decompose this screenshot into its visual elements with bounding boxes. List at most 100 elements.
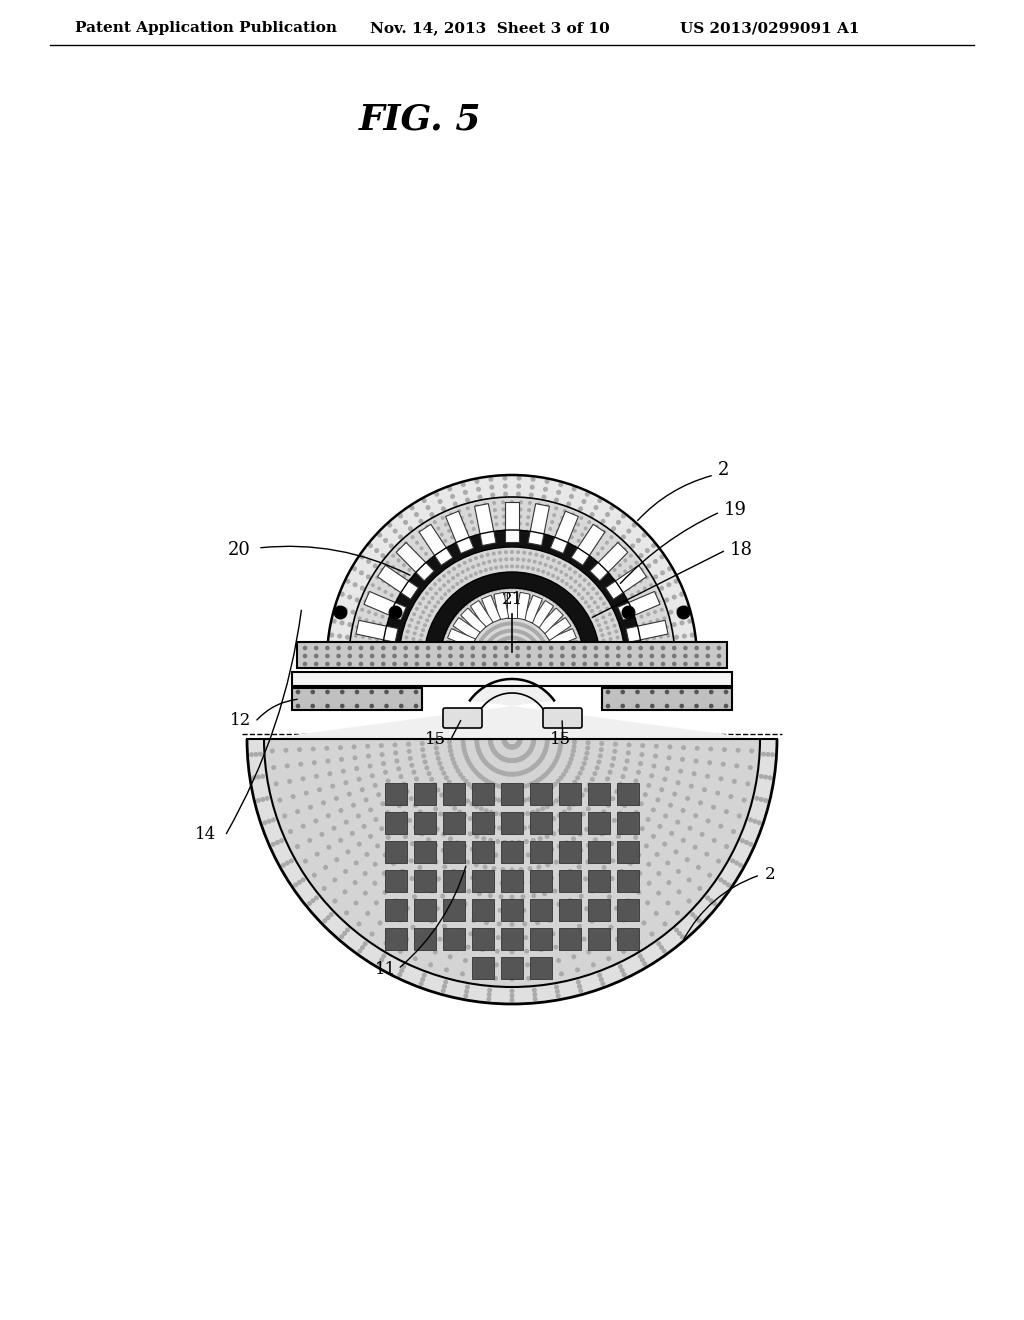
Circle shape [585,601,587,603]
Circle shape [404,541,408,544]
Circle shape [565,591,567,594]
Circle shape [467,610,470,612]
Circle shape [461,873,465,876]
Circle shape [487,524,490,527]
Circle shape [455,527,458,529]
Circle shape [393,647,396,649]
Circle shape [450,853,453,857]
Circle shape [451,495,455,498]
Circle shape [527,618,530,620]
Circle shape [615,789,618,793]
Circle shape [534,630,537,632]
Polygon shape [590,543,628,581]
Circle shape [604,649,606,652]
Circle shape [499,649,502,652]
Circle shape [545,743,549,747]
Circle shape [578,632,581,635]
Circle shape [573,642,577,644]
Circle shape [695,705,698,708]
Circle shape [457,638,460,640]
Circle shape [476,587,478,590]
Circle shape [389,647,391,649]
Circle shape [682,838,685,842]
Circle shape [506,644,508,647]
Circle shape [476,746,479,750]
Circle shape [509,644,512,647]
Circle shape [587,843,590,847]
Circle shape [583,663,587,665]
Circle shape [526,977,530,981]
Circle shape [634,909,638,913]
Circle shape [553,583,556,586]
Circle shape [364,601,367,603]
Circle shape [712,805,716,809]
Circle shape [433,783,436,787]
Circle shape [522,908,525,912]
Polygon shape [264,678,760,739]
Circle shape [557,491,560,494]
Circle shape [381,615,384,618]
Circle shape [543,594,545,597]
Circle shape [364,871,367,875]
Circle shape [470,785,474,789]
Circle shape [378,921,382,925]
Circle shape [380,752,384,756]
Circle shape [462,570,464,573]
Circle shape [544,487,547,491]
Circle shape [411,506,414,510]
Circle shape [504,645,507,648]
Circle shape [453,942,456,945]
Circle shape [522,558,524,561]
Circle shape [636,941,640,945]
Circle shape [471,640,474,643]
Circle shape [517,484,520,488]
Circle shape [366,912,370,915]
Circle shape [501,639,504,642]
Circle shape [675,635,678,639]
Circle shape [464,958,467,962]
Circle shape [444,776,449,780]
Circle shape [570,536,573,539]
Circle shape [472,919,475,923]
Circle shape [515,622,517,624]
Circle shape [627,899,630,903]
Circle shape [505,743,509,747]
Circle shape [516,647,519,649]
Circle shape [477,751,481,755]
Circle shape [676,648,680,652]
Circle shape [692,772,696,775]
Circle shape [525,595,528,598]
Circle shape [312,760,316,764]
Circle shape [518,656,521,659]
Circle shape [502,756,505,760]
Circle shape [525,643,528,644]
Circle shape [445,656,449,659]
Circle shape [509,630,512,632]
Circle shape [644,606,647,609]
Circle shape [609,925,612,929]
Circle shape [400,607,402,610]
Circle shape [261,775,264,779]
Circle shape [481,656,484,659]
Circle shape [407,630,410,632]
Circle shape [443,593,446,595]
Circle shape [599,597,602,599]
Circle shape [499,649,501,652]
Circle shape [523,602,526,605]
Circle shape [605,647,608,649]
Circle shape [530,545,532,548]
Circle shape [432,651,434,653]
Circle shape [440,597,442,599]
Bar [530,783,552,805]
Circle shape [438,578,440,581]
Circle shape [528,581,531,583]
Circle shape [539,649,542,652]
Circle shape [717,859,721,863]
Circle shape [414,632,416,635]
Circle shape [425,553,427,556]
Circle shape [481,532,484,535]
Circle shape [636,690,639,693]
Circle shape [476,541,479,544]
Circle shape [684,647,687,649]
Circle shape [605,541,608,544]
